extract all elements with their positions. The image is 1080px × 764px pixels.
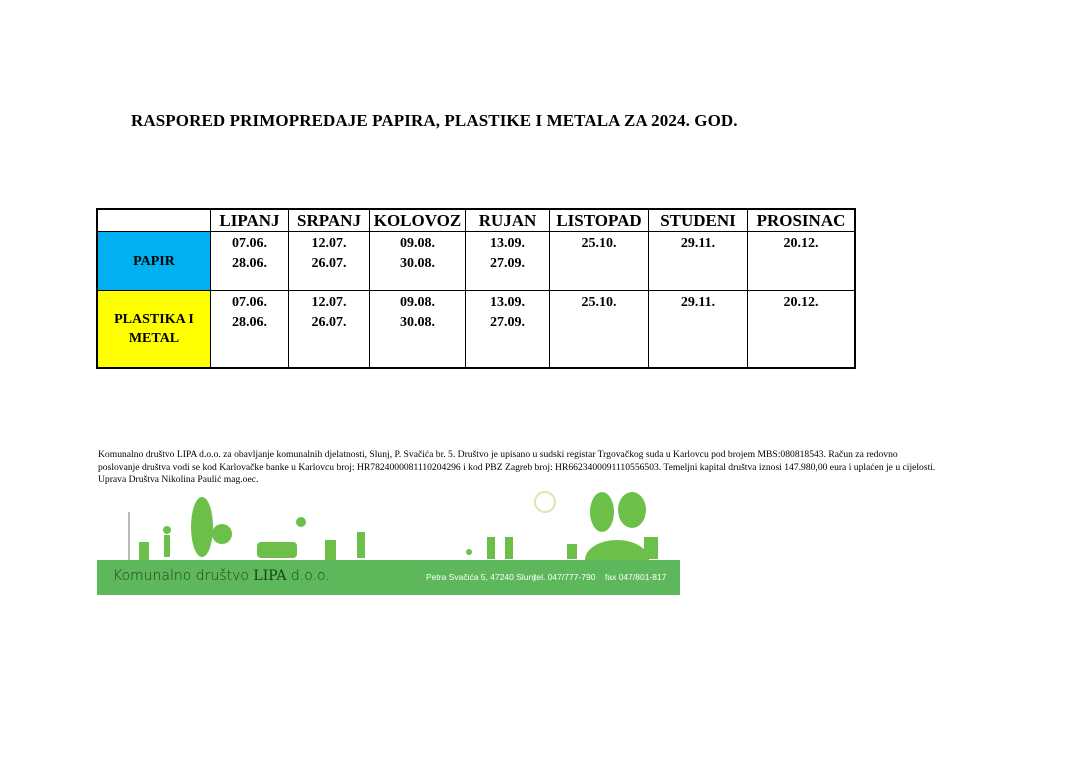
- date: 27.09.: [490, 315, 525, 330]
- date: 12.07.: [311, 236, 347, 251]
- table-cell: 07.06. 28.06.: [210, 231, 289, 291]
- date: 13.09.: [490, 236, 525, 251]
- table-cell: 20.12.: [747, 290, 856, 369]
- phone: tel. 047/777-790: [534, 572, 596, 582]
- header-month: KOLOVOZ: [369, 208, 466, 232]
- table-header-row: LIPANJ SRPANJ KOLOVOZ RUJAN LISTOPAD STU…: [96, 208, 856, 232]
- table-cell: 29.11.: [648, 231, 748, 291]
- fax: fax 047/801-817: [605, 572, 667, 582]
- date: 28.06.: [232, 256, 267, 271]
- table-cell: 12.07. 26.07.: [288, 290, 370, 369]
- table-cell: 12.07. 26.07.: [288, 231, 370, 291]
- row-label: PLASTIKA I METAL: [96, 290, 211, 369]
- brand-suffix: d.o.o.: [286, 568, 330, 584]
- date: 13.09.: [490, 295, 525, 310]
- company-banner: Komunalno društvo LIPA d.o.o. Petra Svač…: [97, 482, 680, 595]
- children-icon: [257, 542, 297, 558]
- date: 27.09.: [490, 256, 525, 271]
- header-month: RUJAN: [465, 208, 550, 232]
- date: 07.06.: [232, 236, 267, 251]
- table-cell: 20.12.: [747, 231, 856, 291]
- date: 29.11.: [680, 295, 716, 310]
- table-cell: 25.10.: [549, 231, 649, 291]
- table-cell: 07.06. 28.06.: [210, 290, 289, 369]
- schedule-table: LIPANJ SRPANJ KOLOVOZ RUJAN LISTOPAD STU…: [96, 208, 856, 369]
- company-info: Komunalno društvo LIPA d.o.o. za obavlja…: [98, 449, 968, 487]
- date: 20.12.: [783, 295, 819, 310]
- header-month: STUDENI: [648, 208, 748, 232]
- date: 25.10.: [581, 295, 617, 310]
- balloon-icon: [296, 517, 306, 527]
- row-label-line: METAL: [128, 331, 180, 346]
- tree-icon: [618, 492, 646, 528]
- date: 09.08.: [400, 236, 435, 251]
- company-info-line: Uprava Društva Nikolina Paulić mag.oec.: [98, 474, 259, 485]
- header-month: SRPANJ: [288, 208, 370, 232]
- table-cell: 25.10.: [549, 290, 649, 369]
- eco-illustration: [128, 491, 658, 562]
- brand-prefix: Komunalno društvo: [113, 568, 254, 584]
- date: 30.08.: [400, 315, 435, 330]
- header-month: LIPANJ: [210, 208, 289, 232]
- row-label-line: PLASTIKA I: [114, 312, 194, 327]
- brand-name: LIPA: [253, 568, 287, 584]
- tree-icon: [590, 492, 614, 532]
- page-title: RASPORED PRIMOPREDAJE PAPIRA, PLASTIKE I…: [131, 111, 738, 130]
- company-info-line: poslovanje društva vodi se kod Karlovačk…: [98, 461, 936, 473]
- bin-icon: [644, 537, 658, 559]
- person-icon: [163, 526, 171, 534]
- company-logo: Komunalno društvo LIPA d.o.o.: [113, 568, 330, 584]
- bin-icon: [139, 542, 149, 560]
- row-label: PAPIR: [96, 231, 211, 291]
- table-cell: 09.08. 30.08.: [369, 290, 466, 369]
- hill-icon: [585, 540, 649, 562]
- date: 07.06.: [232, 295, 267, 310]
- person-icon: [357, 532, 365, 558]
- banner-bar: [97, 560, 680, 595]
- date: 09.08.: [400, 295, 435, 310]
- tree-icon: [212, 524, 232, 544]
- date: 29.11.: [680, 236, 716, 251]
- tree-icon: [191, 497, 213, 557]
- table-row-papir: PAPIR 07.06. 28.06. 12.07. 26.07. 09.08. 30…: [96, 231, 856, 291]
- header-empty: [96, 208, 211, 232]
- date: 12.07.: [311, 295, 347, 310]
- address: Petra Svačića 5, 47240 Slunj: [426, 572, 536, 582]
- header-month: LISTOPAD: [549, 208, 649, 232]
- bin-icon: [325, 540, 336, 560]
- date: 28.06.: [232, 315, 267, 330]
- bin-icon: [567, 544, 577, 559]
- table-cell: 13.09. 27.09.: [465, 231, 550, 291]
- company-info-line: Komunalno društvo LIPA d.o.o. za obavlja…: [98, 449, 898, 460]
- sun-icon: [534, 491, 556, 513]
- table-cell: 13.09. 27.09.: [465, 290, 550, 369]
- date: 25.10.: [581, 236, 617, 251]
- table-cell: 29.11.: [648, 290, 748, 369]
- table-cell: 09.08. 30.08.: [369, 231, 466, 291]
- date: 26.07.: [311, 315, 347, 330]
- header-month: PROSINAC: [747, 208, 856, 232]
- table-row-plastika-metal: PLASTIKA I METAL 07.06. 28.06. 12.07. 26.07…: [96, 290, 856, 369]
- date: 26.07.: [311, 256, 347, 271]
- date: 20.12.: [783, 236, 819, 251]
- person-icon: [487, 537, 495, 559]
- date: 30.08.: [400, 256, 435, 271]
